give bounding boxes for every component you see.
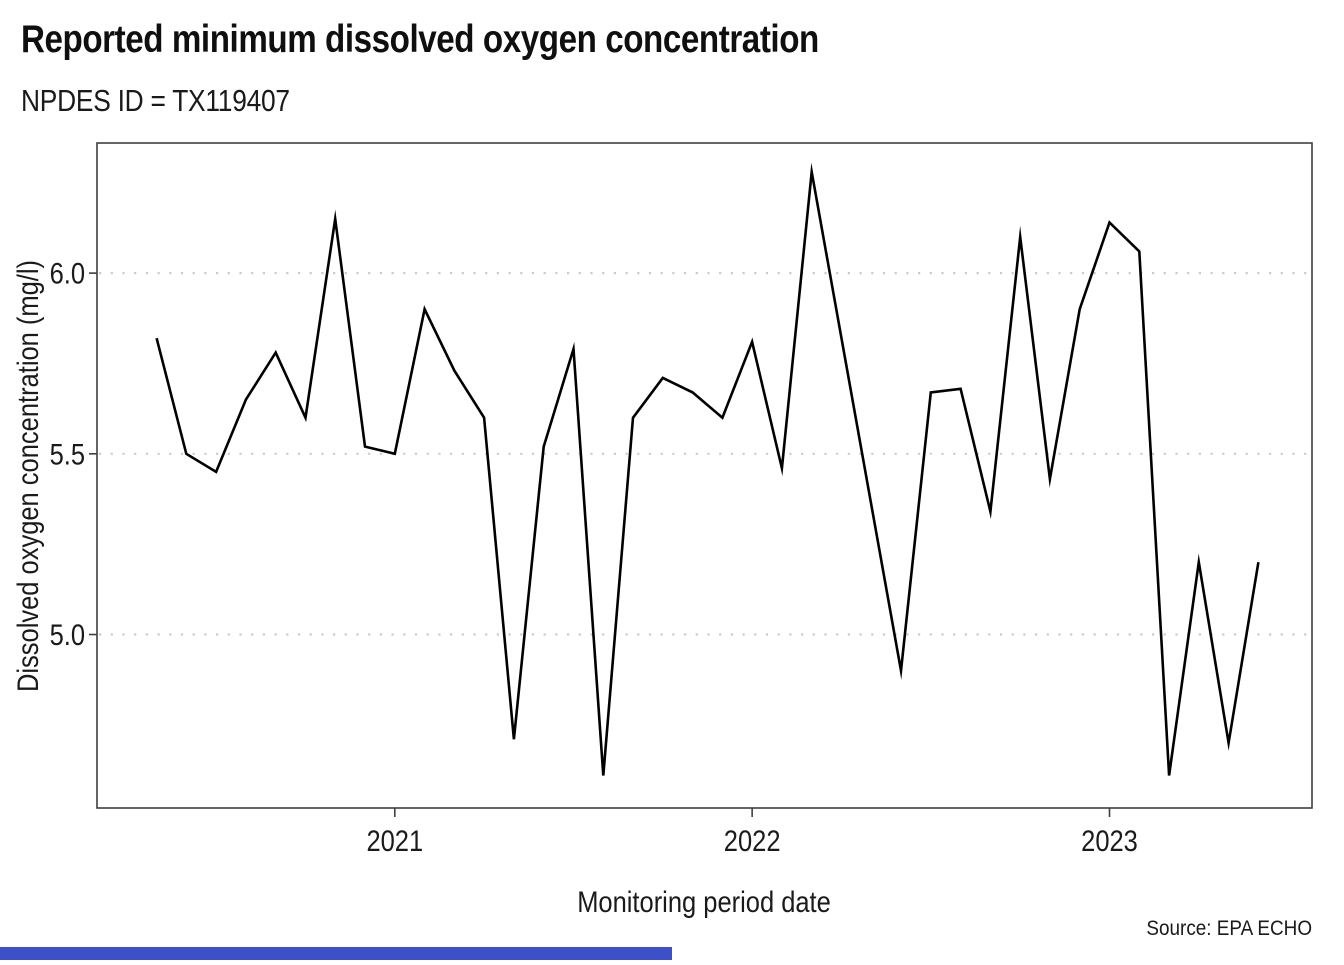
y-tick-label: 5.0 bbox=[50, 618, 85, 651]
x-tick-label: 2022 bbox=[724, 824, 781, 857]
chart-title: Reported minimum dissolved oxygen concen… bbox=[21, 18, 819, 61]
x-tick-label: 2023 bbox=[1081, 824, 1138, 857]
footer-accent-bar bbox=[0, 947, 672, 960]
series-line bbox=[155, 162, 1260, 776]
x-axis-ticks: 2021 2022 2023 bbox=[366, 808, 1138, 857]
gridlines bbox=[99, 272, 1310, 636]
plot-border bbox=[96, 142, 1313, 809]
source-label: Source: EPA ECHO bbox=[1146, 917, 1312, 940]
chart-subtitle: NPDES ID = TX119407 bbox=[21, 83, 290, 118]
y-tick-label: 5.5 bbox=[50, 437, 85, 470]
y-axis-title: Dissolved oxygen concentration (mg/l) bbox=[11, 260, 44, 692]
x-axis-title: Monitoring period date bbox=[577, 885, 831, 918]
x-tick-label: 2021 bbox=[366, 824, 423, 857]
y-tick-label: 6.0 bbox=[50, 257, 85, 290]
y-axis-ticks: 5.0 5.5 6.0 bbox=[50, 257, 97, 651]
